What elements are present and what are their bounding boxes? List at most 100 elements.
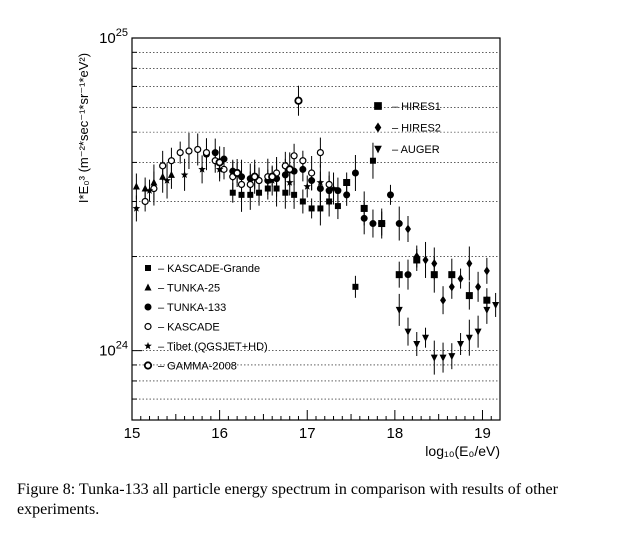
legend-label: – HIRES1 xyxy=(392,101,441,113)
data-point xyxy=(343,191,351,199)
data-point xyxy=(290,152,298,160)
data-point xyxy=(343,178,351,186)
data-point xyxy=(163,176,171,184)
x-tick-label: 18 xyxy=(387,425,404,442)
legend-item: – HIRES2 xyxy=(374,122,441,135)
data-point xyxy=(317,205,324,212)
series-auger xyxy=(395,292,500,375)
data-point xyxy=(483,306,491,314)
data-point xyxy=(291,191,298,198)
legend-marker xyxy=(143,361,153,370)
data-point xyxy=(215,158,224,167)
legend-marker xyxy=(144,342,152,350)
axis-labels: log₁₀(E₀/eV) I*E₀³ (m⁻²*sec⁻¹*sr⁻¹*eV²) xyxy=(76,53,500,459)
legend-marker xyxy=(374,122,382,133)
data-point xyxy=(308,205,315,212)
data-point xyxy=(431,258,438,268)
legend-label: – TUNKA-133 xyxy=(158,302,226,314)
data-point xyxy=(334,187,342,195)
data-point xyxy=(180,170,189,179)
legend-item: – Tibet (QGSJET+HD) xyxy=(144,341,268,353)
series-gamma-2008 xyxy=(215,85,303,189)
data-point xyxy=(430,354,438,362)
data-point xyxy=(474,328,482,336)
data-point xyxy=(159,162,167,170)
legend-label: – KASCADE-Grande xyxy=(158,263,260,275)
legend-item: – GAMMA-2008 xyxy=(143,361,237,373)
series-kascade xyxy=(141,133,333,212)
data-point xyxy=(299,157,307,165)
data-point xyxy=(439,354,447,362)
data-point xyxy=(294,96,303,105)
data-point xyxy=(141,197,149,206)
data-point xyxy=(167,170,175,178)
data-point xyxy=(413,252,420,262)
data-point xyxy=(268,172,277,181)
legend-label: – KASCADE xyxy=(158,322,220,334)
axis-ticks: 15 16 17 18 19 1024 1025 xyxy=(99,27,501,442)
legend-item: – TUNKA-25 xyxy=(144,283,220,295)
x-tick-label: 17 xyxy=(299,425,316,442)
data-point xyxy=(465,292,473,300)
data-point xyxy=(440,295,447,305)
legend-item: – AUGER xyxy=(374,144,440,156)
data-point xyxy=(405,224,411,234)
legend-label: – GAMMA-2008 xyxy=(158,361,237,373)
data-point xyxy=(422,255,429,265)
legend-marker xyxy=(144,322,152,331)
data-point xyxy=(202,148,211,157)
data-point xyxy=(185,147,193,155)
data-point xyxy=(395,220,403,228)
data-point xyxy=(329,184,338,192)
data-point xyxy=(413,341,421,349)
data-point xyxy=(404,271,412,279)
data-point xyxy=(132,182,140,190)
legend-item: – HIRES1 xyxy=(374,101,441,113)
x-tick-label: 16 xyxy=(211,425,228,442)
data-point xyxy=(233,168,242,178)
legend-label: – HIRES2 xyxy=(392,123,441,135)
x-tick-label: 19 xyxy=(474,425,491,442)
data-point xyxy=(422,334,430,342)
figure-caption: Figure 8: Tunka-133 all particle energy … xyxy=(17,481,558,518)
legend-marker xyxy=(374,145,382,154)
data-point xyxy=(465,334,473,342)
legend: – KASCADE-Grande – TUNKA-25 – TUNKA-133 – K… xyxy=(143,101,441,373)
legend-item: – TUNKA-133 xyxy=(144,302,226,314)
data-point xyxy=(448,271,456,279)
data-point xyxy=(132,204,141,212)
data-point xyxy=(167,157,176,165)
data-point xyxy=(198,165,206,173)
data-point xyxy=(308,169,316,177)
data-point xyxy=(483,266,490,276)
y-axis-label: I*E₀³ (m⁻²*sec⁻¹*sr⁻¹*eV²) xyxy=(76,53,91,203)
data-point xyxy=(316,148,324,157)
data-point xyxy=(369,220,377,228)
data-point xyxy=(369,157,376,164)
data-point xyxy=(475,282,482,292)
data-point xyxy=(395,271,403,279)
series-hires2 xyxy=(405,215,490,315)
data-point xyxy=(299,198,306,205)
series-hires1 xyxy=(343,172,491,313)
data-point xyxy=(352,283,359,290)
data-point xyxy=(237,180,246,189)
data-point xyxy=(448,353,456,361)
data-point xyxy=(150,184,158,193)
data-point xyxy=(325,180,333,189)
legend-marker xyxy=(145,265,151,271)
data-point xyxy=(303,182,312,190)
data-point xyxy=(282,189,289,196)
data-point xyxy=(334,203,341,210)
legend-item: – KASCADE xyxy=(144,322,220,334)
legend-label: – Tibet (QGSJET+HD) xyxy=(158,341,268,353)
legend-marker xyxy=(374,102,382,110)
legend-label: – AUGER xyxy=(392,144,440,156)
data-point xyxy=(250,172,259,181)
data-point xyxy=(351,169,359,177)
data-point xyxy=(194,145,202,154)
x-tick-label: 15 xyxy=(124,425,141,442)
data-point xyxy=(246,180,254,189)
legend-marker xyxy=(144,283,152,291)
